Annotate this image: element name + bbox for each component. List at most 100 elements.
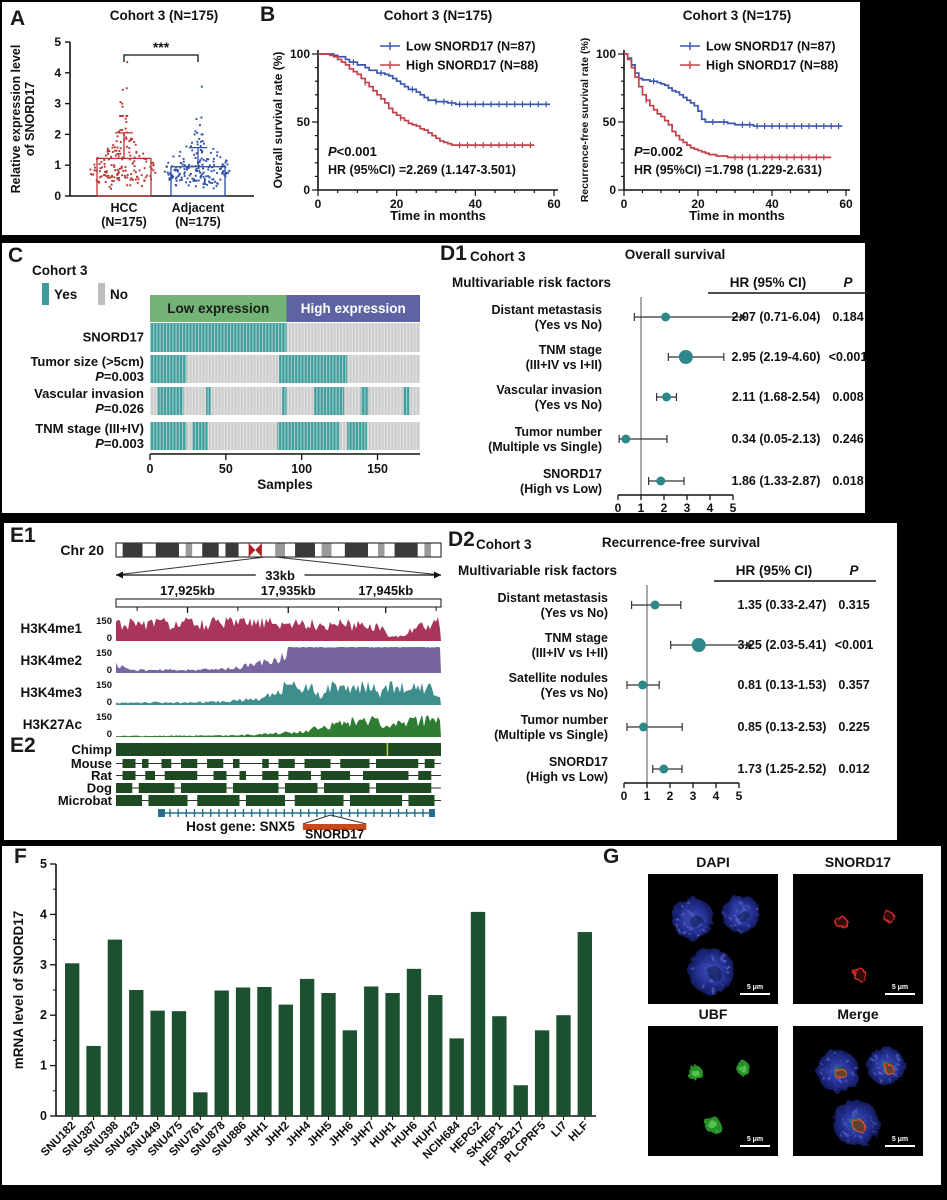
- svg-text:4: 4: [713, 789, 720, 803]
- panel-f-cell-line-bar-chart: 0 1 2 3 4 5 mRNA level of SNORD17 SNU182 SNU387 S…: [10, 852, 632, 1189]
- forest-p-value: 0.315: [838, 598, 869, 612]
- svg-text:60: 60: [547, 197, 561, 211]
- signal-track: [116, 617, 441, 641]
- forest-p-value: 0.357: [838, 678, 869, 692]
- svg-text:1: 1: [644, 789, 651, 803]
- svg-text:0: 0: [615, 501, 622, 515]
- km-x-axis-label: Time in months: [689, 208, 785, 223]
- km-legend-entry: Low SNORD17 (N=87): [406, 40, 536, 54]
- svg-text:50: 50: [219, 462, 233, 476]
- svg-text:P<0.001: P<0.001: [328, 144, 377, 159]
- bar-category-label: HLF: [567, 1120, 591, 1144]
- row-label: SNORD17: [83, 330, 144, 345]
- panel-g-microscopy-grid: DAPI 5 μm SNORD17 5 μm UBF 5 μm Merge 5 μm: [632, 850, 937, 1180]
- km-curve: [624, 53, 832, 159]
- km-hr-annotation: HR (95%CI) =2.269 (1.147-3.501): [328, 163, 516, 177]
- bar: [107, 939, 123, 1116]
- svg-text:0: 0: [107, 697, 112, 708]
- conservation-label: Dog: [87, 781, 112, 796]
- svg-text:100: 100: [291, 462, 312, 476]
- svg-text:0: 0: [609, 183, 616, 197]
- forest-hr-value: 2.11 (1.68-2.54): [732, 390, 820, 404]
- svg-text:40: 40: [765, 197, 779, 211]
- bar: [492, 1016, 507, 1116]
- svg-text:3: 3: [54, 97, 61, 111]
- forest-point: [659, 764, 669, 774]
- svg-text:P=0.003: P=0.003: [95, 369, 144, 384]
- svg-text:(Yes vs No): (Yes vs No): [541, 606, 608, 620]
- signal-track: [116, 680, 441, 705]
- svg-text:1: 1: [40, 1059, 47, 1073]
- forest-row-label: TNM stage: [545, 631, 608, 645]
- micro-title-dapi: DAPI: [696, 854, 730, 870]
- group-header: High expression: [301, 301, 406, 316]
- svg-text:(N=175): (N=175): [175, 215, 221, 229]
- svg-text:150: 150: [96, 680, 112, 691]
- forest-p-value: <0.001: [835, 638, 874, 652]
- bar: [299, 978, 315, 1116]
- panel-a-expression-scatter-chart: 0 1 2 3 4 5 Cohort 3 (N=175) Relative expressio…: [6, 4, 258, 241]
- km-y-axis-label: Overall survival rate (%): [271, 52, 285, 189]
- km-legend-entry: High SNORD17 (N=88): [406, 59, 538, 73]
- forest-hr-value: 0.81 (0.13-1.53): [738, 678, 827, 692]
- svg-text:150: 150: [96, 648, 112, 659]
- scale-bar-label: 5 μm: [747, 984, 763, 991]
- section-middle-upper: C Cohort 3 Yes No Low expression High expres…: [2, 242, 870, 515]
- svg-text:100: 100: [596, 47, 616, 61]
- forest-svg: Cohort 3 Recurrence-free survival Multivar…: [458, 535, 876, 803]
- significance-stars: ***: [153, 39, 170, 55]
- km-legend-entry: Low SNORD17 (N=87): [706, 40, 836, 54]
- legend-no: No: [110, 287, 128, 302]
- panel-a-title: Cohort 3 (N=175): [110, 8, 218, 23]
- forest-row-label: Satellite nodules: [509, 671, 608, 685]
- panel-e-genome-tracks-chart: Chr 20 33kb 17,925kb 17,935kb 17,945kb H3K4me…: [4, 523, 448, 844]
- forest-point: [691, 638, 706, 652]
- svg-text:0: 0: [107, 633, 112, 644]
- svg-text:1: 1: [54, 158, 61, 172]
- panel-d1-forest-plot-chart: Cohort 3 Overall survival Multivariable ri…: [450, 245, 874, 520]
- group-label: Adjacent: [172, 201, 226, 215]
- micro-title-merge: Merge: [837, 1006, 879, 1022]
- panel-b-recurrence-free-km-chart: 0 20 40 60 0 50 100 Cohort 3 (N=175) Time in mon…: [574, 4, 860, 241]
- panel-label-d1: D1: [440, 242, 467, 265]
- svg-text:0: 0: [54, 189, 61, 203]
- micro-image-merge: 5 μm: [793, 1026, 923, 1156]
- forest-hr-value: 3.25 (2.03-5.41): [738, 638, 827, 652]
- bar: [556, 1015, 571, 1116]
- svg-text:4: 4: [707, 501, 714, 515]
- svg-text:(Yes vs No): (Yes vs No): [535, 318, 602, 332]
- panel-d2-forest-plot-chart: Cohort 3 Recurrence-free survival Multivar…: [456, 533, 880, 808]
- forest-p-value: 0.008: [832, 390, 863, 404]
- forest-row-label: Distant metastasis: [492, 303, 603, 317]
- forest-row-label: SNORD17: [549, 755, 608, 769]
- svg-text:0: 0: [40, 1109, 47, 1123]
- row-label: Tumor size (>5cm): [30, 354, 144, 369]
- svg-text:100: 100: [290, 47, 310, 61]
- svg-text:5: 5: [736, 789, 743, 803]
- chromosome-label: Chr 20: [60, 542, 104, 558]
- forest-col-risk-factors: Multivariable risk factors: [452, 275, 611, 290]
- micro-image-dapi: 5 μm: [648, 874, 778, 1004]
- bar: [129, 990, 144, 1116]
- svg-text:5: 5: [730, 501, 737, 515]
- heatmap-x-axis-label: Samples: [257, 477, 313, 492]
- forest-point: [639, 722, 649, 732]
- track-label: H3K4me2: [20, 653, 82, 668]
- bar: [342, 1030, 358, 1116]
- bar: [193, 1092, 208, 1116]
- km-title: Cohort 3 (N=175): [683, 8, 791, 23]
- svg-text:50: 50: [603, 115, 617, 129]
- bar: [321, 993, 336, 1116]
- svg-text:4: 4: [40, 907, 47, 921]
- km-curve: [318, 53, 535, 146]
- bar: [385, 993, 400, 1116]
- forest-row-label: SNORD17: [543, 467, 602, 481]
- section-middle-lower: E1 E2 Chr 20 33kb 17,925kb 17,935kb 17,945kb…: [2, 521, 899, 842]
- forest-row-label: Tumor number: [521, 713, 608, 727]
- forest-title: Overall survival: [625, 247, 726, 262]
- km-legend-entry: High SNORD17 (N=88): [706, 59, 838, 73]
- km-y-axis-label: Recurrence-free survival rate (%): [579, 38, 591, 203]
- group-header: Low expression: [167, 301, 269, 316]
- span-label: 33kb: [265, 568, 295, 583]
- conservation-label: Mouse: [71, 756, 112, 771]
